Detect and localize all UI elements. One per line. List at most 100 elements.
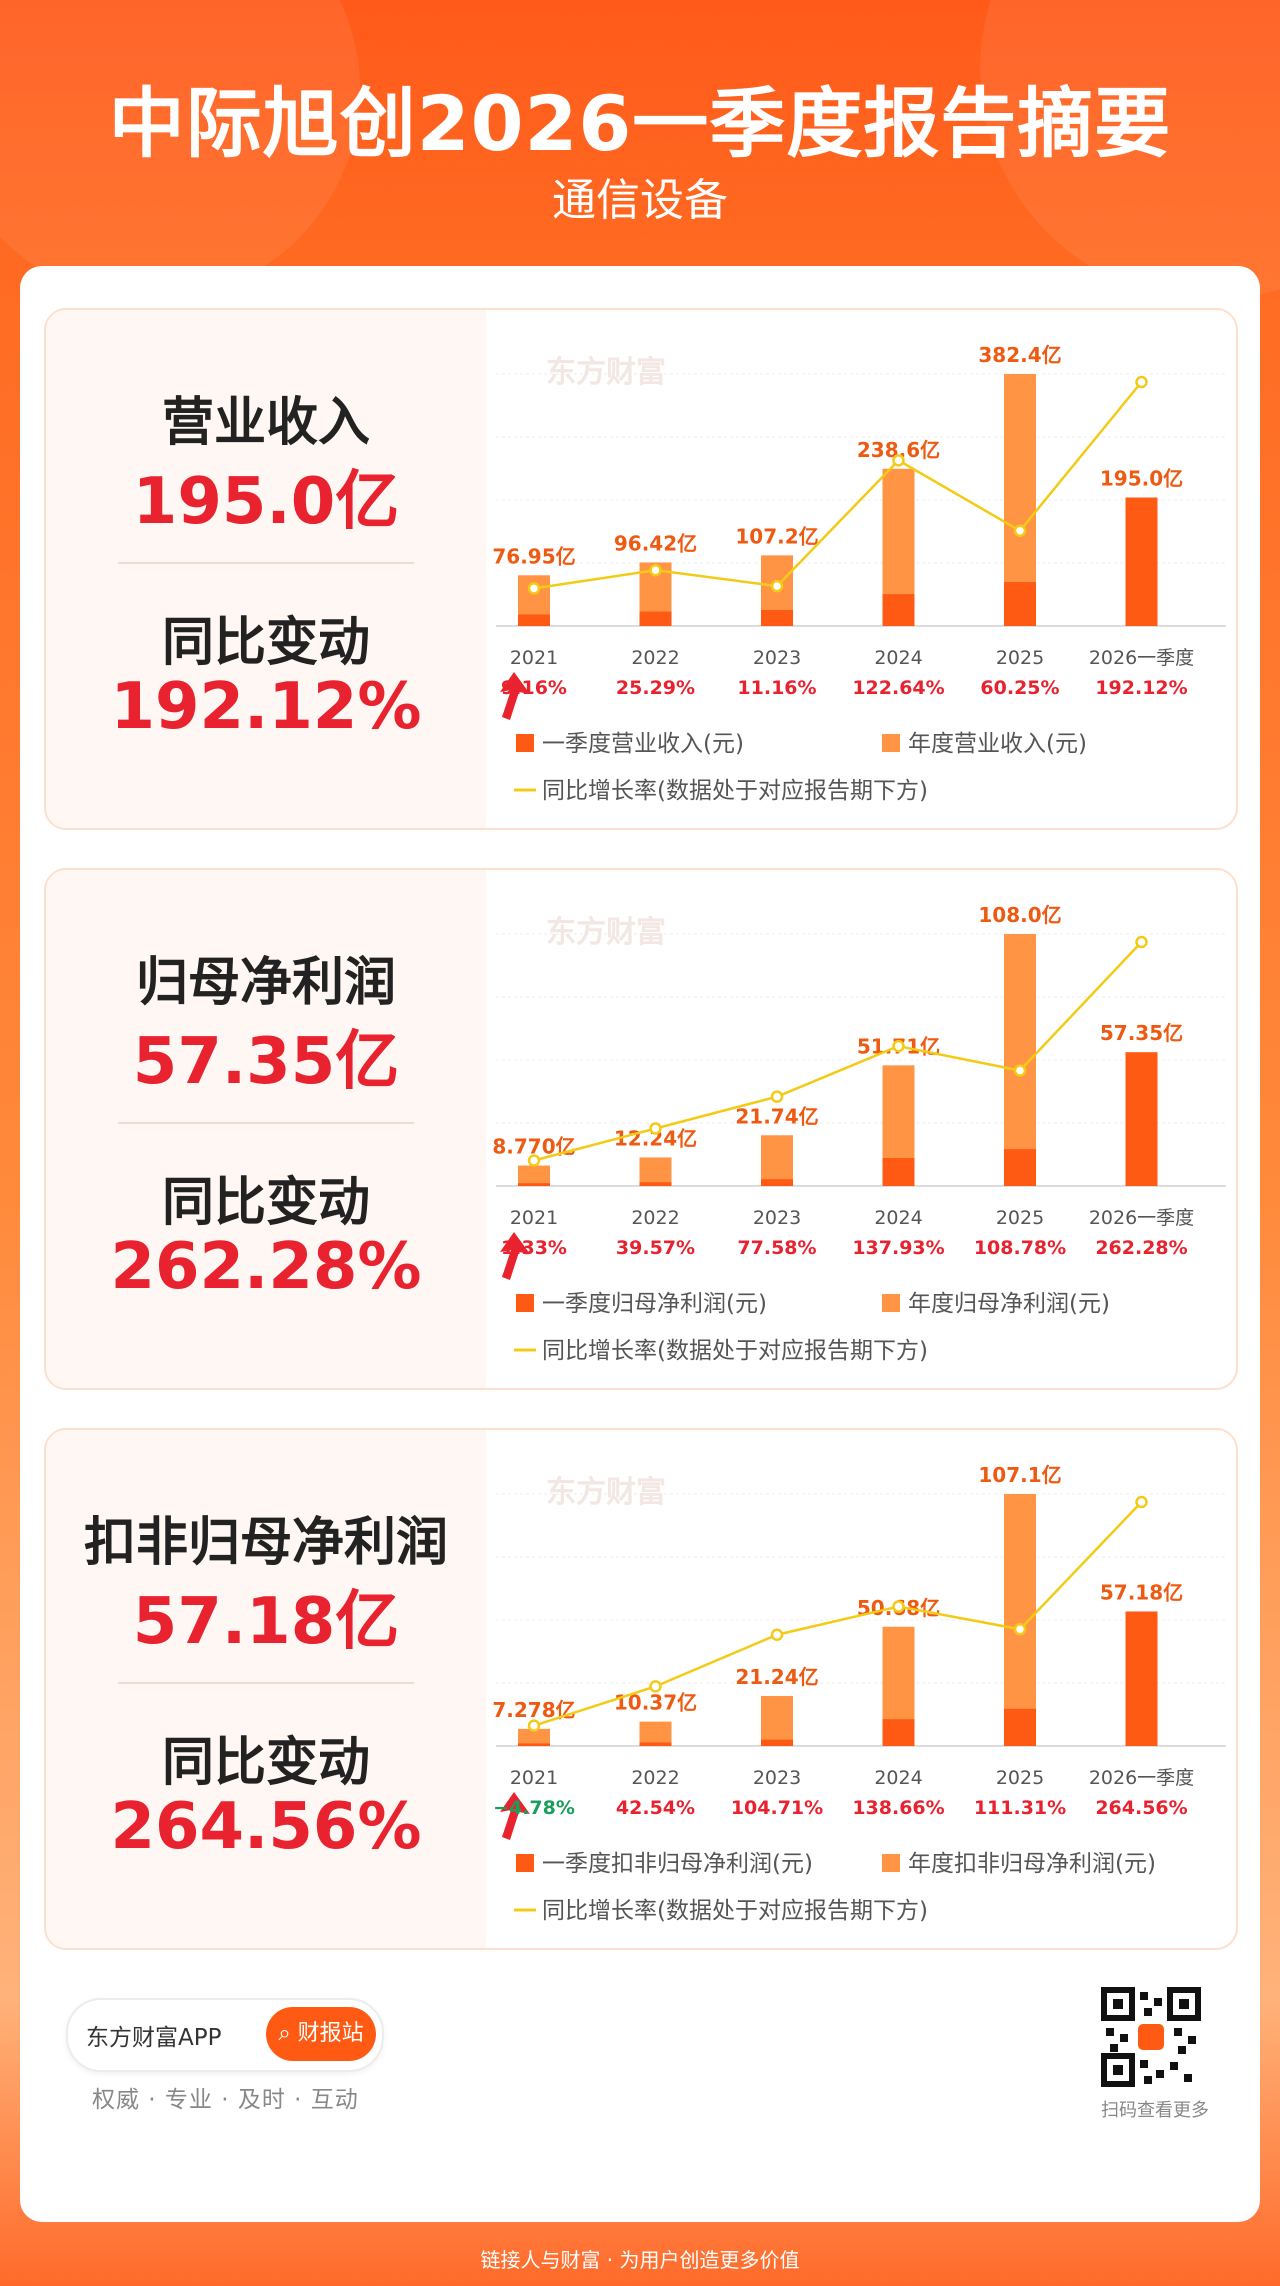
watermark: 东方财富 [546, 1475, 666, 1510]
x-tick-label: 2024 [874, 1767, 922, 1789]
x-tick-label: 2023 [753, 1207, 801, 1229]
q1-bar [882, 1719, 915, 1746]
q1-bar [761, 609, 793, 626]
chart: 东方财富 7.278亿 2021 −4.78% 10.37亿 2022 42.54% 21.2… [492, 1463, 1226, 1924]
search-icon: ⌕ [278, 2021, 291, 2046]
q1-bar [639, 1182, 672, 1186]
metric-label: 营业收入 [161, 393, 370, 453]
divider [118, 562, 414, 564]
q1-bar [518, 1743, 550, 1746]
x-tick-label: 2026一季度 [1089, 1207, 1194, 1229]
yoy-point [649, 563, 662, 577]
q1-bar [639, 1742, 672, 1746]
yoy-point [527, 582, 541, 595]
annual-bar [639, 1721, 672, 1746]
divider [118, 1122, 414, 1124]
metric-value: 57.35亿 [132, 1025, 400, 1099]
annual-bar [761, 1696, 793, 1746]
yoy-label: 192.12% [1095, 677, 1187, 699]
up-arrow-icon [500, 1232, 530, 1280]
change-label: 同比变动 [161, 1173, 370, 1233]
yoy-label: 111.31% [974, 1797, 1066, 1819]
change-label: 同比变动 [161, 613, 370, 673]
bar-value-label: 10.37亿 [614, 1691, 697, 1715]
up-arrow-icon [500, 672, 530, 720]
x-tick-label: 2023 [753, 1767, 801, 1789]
q1-bar [882, 594, 915, 626]
chart: 东方财富 76.95亿 2021 9.16% 96.42亿 2022 25.29% 107.2… [492, 343, 1226, 804]
divider [118, 1682, 414, 1684]
slogan: 权威 · 专业 · 及时 · 互动 [92, 2087, 359, 2113]
yoy-label: 11.16% [737, 677, 816, 699]
yoy-point [770, 1090, 784, 1103]
watermark: 东方财富 [546, 355, 666, 390]
legend-yoy: 同比增长率(数据处于对应报告期下方) [542, 1898, 928, 1924]
yoy-point [892, 454, 905, 467]
q1-bar [882, 1158, 915, 1186]
x-tick-label: 2022 [631, 647, 679, 669]
yoy-point [1135, 375, 1148, 389]
yoy-label: 9.16% [501, 677, 567, 699]
yoy-point [527, 1154, 541, 1167]
metric-value: 195.0亿 [132, 465, 400, 539]
bar-value-label: 57.18亿 [1100, 1580, 1183, 1604]
summary-block: 归母净利润 57.35亿 同比变动 262.28% [46, 870, 530, 1388]
panel-net-profit: 归母净利润 57.35亿 同比变动 262.28% 东方财富 8.770亿 2021… [44, 868, 1238, 1390]
legend-annual: 年度扣非归母净利润(元) [908, 1851, 1156, 1877]
legend-q1: 一季度营业收入(元) [542, 731, 744, 757]
yoy-label: 25.29% [616, 677, 695, 699]
yoy-label: 1.33% [501, 1237, 567, 1259]
q1-bar [1125, 497, 1158, 626]
yoy-point [770, 579, 784, 593]
bar-value-label: 108.0亿 [978, 903, 1061, 927]
x-tick-label: 2022 [631, 1207, 679, 1229]
change-label: 同比变动 [161, 1733, 370, 1793]
bar-value-label: 57.35亿 [1100, 1021, 1183, 1045]
annual-bar [639, 1157, 672, 1186]
chart: 东方财富8.770亿20211.33%12.24亿202239.57%21.74… [492, 903, 1226, 1364]
yoy-label: 122.64% [852, 677, 944, 699]
app-search-box[interactable]: 东方财富APP ⌕ 财报站 [66, 1998, 384, 2072]
yoy-line [533, 1501, 1143, 1727]
legend-swatch-annual [882, 734, 900, 752]
yoy-label: −4.78% [493, 1797, 575, 1819]
yoy-label: 77.58% [737, 1237, 816, 1259]
q1-bar [1004, 1149, 1036, 1186]
yoy-label: 42.54% [616, 1797, 695, 1819]
x-tick-label: 2024 [874, 647, 922, 669]
yoy-point [527, 1719, 541, 1732]
qr-code-icon[interactable] [1100, 1986, 1202, 2088]
summary-block: 扣非归母净利润 57.18亿 同比变动 264.56% [46, 1430, 530, 1948]
x-tick-label: 2023 [753, 647, 801, 669]
annual-bar [761, 1135, 793, 1186]
change-value: 264.56% [46, 1790, 530, 1864]
legend-swatch-q1 [516, 1294, 534, 1312]
bar-value-label: 96.42亿 [614, 531, 697, 555]
yoy-point [1013, 524, 1027, 538]
annual-bar [1004, 1494, 1036, 1746]
page-title: 中际旭创2026一季度报告摘要 [108, 79, 1172, 168]
bar-value-label: 107.1亿 [978, 1463, 1061, 1487]
legend-annual: 年度营业收入(元) [908, 731, 1087, 757]
yoy-label: 138.66% [852, 1797, 944, 1819]
bar-value-label: 195.0亿 [1100, 466, 1183, 490]
bar-value-label: 382.4亿 [978, 343, 1061, 367]
yoy-label: 39.57% [616, 1237, 695, 1259]
metric-value: 57.18亿 [132, 1585, 400, 1659]
x-tick-label: 2021 [510, 647, 558, 669]
tagline: 链接人与财富 · 为用户创造更多价值 [480, 2248, 800, 2272]
yoy-point [1013, 1064, 1027, 1077]
report-station-button[interactable]: ⌕ 财报站 [266, 2007, 376, 2061]
annual-bar [518, 1165, 550, 1186]
legend-swatch-q1 [516, 1854, 534, 1872]
legend-swatch-annual [882, 1854, 900, 1872]
header: 中际旭创2026一季度报告摘要 通信设备 [0, 0, 1280, 300]
q1-bar [518, 1183, 550, 1186]
annual-bar [518, 1728, 550, 1746]
x-tick-label: 2021 [510, 1767, 558, 1789]
legend-swatch-q1 [516, 734, 534, 752]
legend-yoy: 同比增长率(数据处于对应报告期下方) [542, 1338, 928, 1364]
bar-value-label: 7.278亿 [492, 1698, 575, 1722]
yoy-point [649, 1680, 662, 1693]
yoy-point [1013, 1623, 1027, 1636]
